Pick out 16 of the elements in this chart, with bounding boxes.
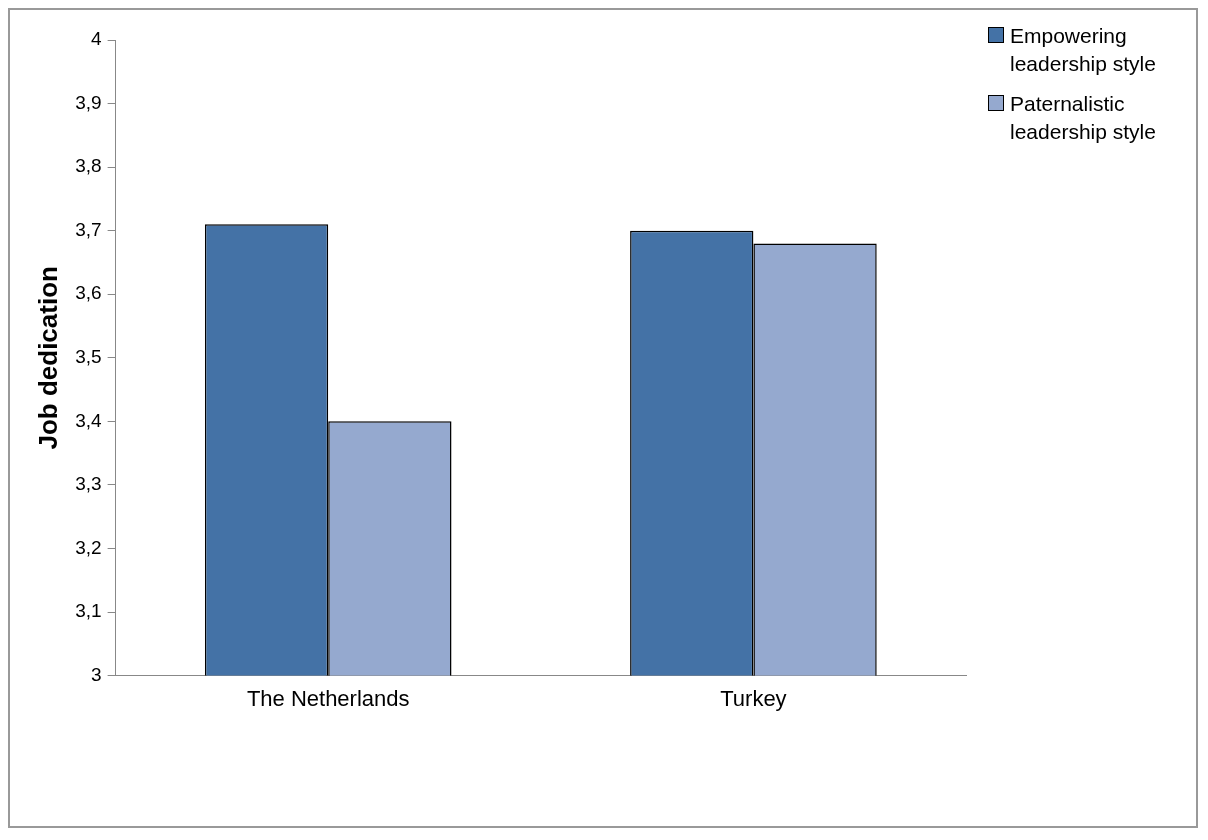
y-tick-label: 3,8	[75, 155, 102, 177]
x-tick-label: Turkey	[720, 685, 787, 711]
legend-label: Empowering leadership style	[1010, 23, 1157, 77]
y-tick-label: 3,7	[75, 218, 102, 240]
y-tick-label: 3,5	[75, 346, 102, 368]
y-tick-label: 3,2	[75, 536, 102, 558]
y-tick-label: 3,4	[75, 409, 103, 431]
y-tick-label: 3,1	[75, 600, 102, 622]
legend-label: Paternalistic leadership style	[1010, 91, 1157, 145]
y-tick-label: 3,6	[75, 282, 102, 304]
x-tick-label: The Netherlands	[246, 685, 410, 711]
y-tick-label: 3,9	[75, 91, 102, 113]
y-tick-label: 3	[91, 663, 102, 685]
y-axis-title: Job dedication	[32, 266, 63, 450]
y-tick-label: 3,3	[75, 473, 102, 495]
y-tick-label: 4	[91, 28, 103, 50]
